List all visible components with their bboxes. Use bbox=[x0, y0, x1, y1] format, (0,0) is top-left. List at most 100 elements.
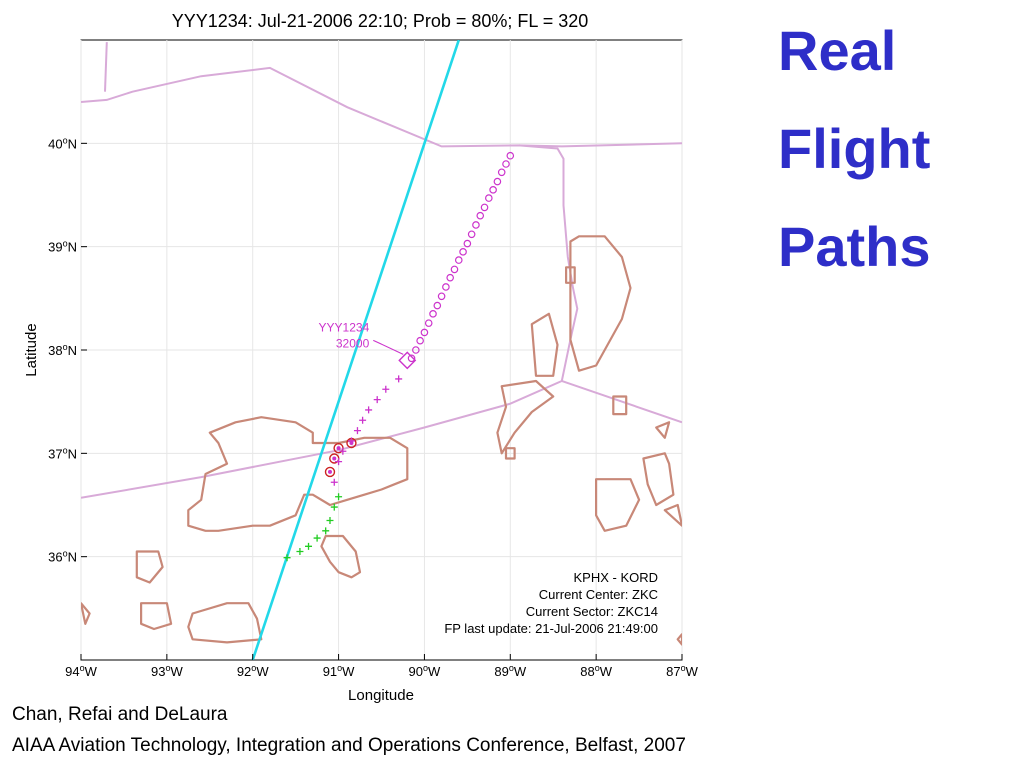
weather-cell-outline bbox=[140, 602, 173, 631]
track-history-plus bbox=[353, 427, 361, 435]
y-axis-label: Latitude bbox=[23, 323, 40, 376]
track-point-circle bbox=[454, 256, 463, 264]
aircraft-diamond-icon bbox=[398, 351, 417, 370]
weather-cell-outline bbox=[594, 478, 641, 532]
track-future-plus bbox=[326, 517, 334, 524]
slide-title-line: Real bbox=[778, 19, 897, 82]
weather-cell-outline bbox=[663, 503, 682, 527]
weather-cell-outline bbox=[504, 447, 516, 460]
aircraft-track bbox=[283, 151, 515, 562]
sector-boundary-line bbox=[104, 42, 108, 92]
track-point-circle bbox=[412, 346, 420, 354]
track-history-plus bbox=[359, 416, 367, 424]
weather-cell-outline bbox=[642, 452, 675, 507]
track-point-circle bbox=[463, 239, 472, 248]
flight-info-line: KPHX - KORD bbox=[573, 570, 658, 585]
axis-tick-labels: 94oW 93oW 92oW 91oW 90oW 89oW 88oW 87oW 36oN 37oN… bbox=[48, 135, 698, 679]
flight-info-line: Current Sector: ZKC14 bbox=[526, 604, 658, 619]
track-history-plus bbox=[395, 375, 403, 383]
track-history-plus bbox=[330, 478, 338, 486]
track-point-circle bbox=[429, 310, 437, 318]
track-point-circle bbox=[493, 177, 502, 186]
track-history-plus bbox=[335, 458, 343, 466]
weather-cell-outline bbox=[569, 235, 632, 372]
track-point-circle bbox=[433, 301, 442, 310]
weather-cell-outline bbox=[676, 633, 682, 646]
weather-cell-outline bbox=[530, 312, 559, 377]
track-point-circle bbox=[506, 151, 515, 160]
y-tick-label: 40oN bbox=[48, 135, 77, 151]
chart-title: YYY1234: Jul-21-2006 22:10; Prob = 80%; … bbox=[172, 11, 589, 31]
track-history-plus bbox=[382, 385, 390, 393]
track-future-plus bbox=[283, 554, 291, 562]
track-point-circle bbox=[446, 273, 454, 282]
x-tick-label: 90oW bbox=[409, 663, 441, 679]
x-tick-label: 93oW bbox=[151, 663, 183, 679]
weather-cell-outline bbox=[496, 379, 555, 455]
flight-path-chart: YYY1234: Jul-21-2006 22:10; Prob = 80%; … bbox=[23, 11, 699, 704]
weather-cell-outline bbox=[187, 602, 263, 644]
track-point-circle bbox=[459, 248, 467, 256]
weather-cell-outline bbox=[564, 266, 576, 284]
track-point-circle bbox=[424, 319, 433, 327]
y-tick-label: 39oN bbox=[48, 239, 77, 255]
track-history-dot bbox=[327, 469, 332, 474]
track-point-circle bbox=[476, 211, 485, 220]
track-point-circle bbox=[420, 328, 429, 337]
x-tick-label: 94oW bbox=[65, 663, 97, 679]
x-tick-label: 88oW bbox=[580, 663, 612, 679]
track-point-circle bbox=[407, 354, 416, 363]
credit-authors: Chan, Refai and DeLaura bbox=[12, 704, 228, 725]
track-history-dot bbox=[332, 456, 337, 461]
track-history-plus bbox=[339, 447, 347, 455]
weather-cell-outline bbox=[655, 421, 671, 439]
track-history-plus bbox=[347, 437, 355, 445]
aircraft-marker-group: YYY1234 32000 bbox=[319, 320, 417, 370]
weather-cell-outline bbox=[135, 550, 164, 584]
track-point-circle bbox=[497, 168, 506, 177]
track-future-plus bbox=[335, 493, 343, 501]
y-tick-label: 36oN bbox=[48, 549, 77, 565]
flight-info-line: FP last update: 21-Jul-2006 21:49:00 bbox=[444, 621, 658, 636]
track-history-circle bbox=[324, 466, 336, 478]
track-history-plus bbox=[373, 396, 381, 404]
y-tick-label: 38oN bbox=[48, 342, 77, 358]
x-tick-label: 92oW bbox=[237, 663, 269, 679]
aircraft-altitude-label: 32000 bbox=[336, 336, 370, 350]
track-future-plus bbox=[322, 527, 330, 535]
track-future-plus bbox=[305, 542, 313, 550]
slide-title: Real Flight Paths bbox=[778, 2, 1018, 296]
slide-title-line: Paths bbox=[778, 215, 931, 278]
weather-cell-outline bbox=[187, 416, 409, 532]
track-point-circle bbox=[450, 265, 459, 274]
track-point-circle bbox=[485, 194, 493, 202]
track-future-plus bbox=[313, 534, 321, 542]
flight-info-box: KPHX - KORD Current Center: ZKC Current Se… bbox=[444, 570, 658, 636]
track-history-plus bbox=[365, 406, 373, 414]
x-tick-label: 89oW bbox=[494, 663, 526, 679]
slide-title-line: Flight bbox=[778, 117, 931, 180]
x-axis-label: Longitude bbox=[348, 687, 414, 704]
track-point-circle bbox=[480, 203, 489, 212]
weather-cell-outline bbox=[81, 602, 91, 625]
x-tick-label: 91oW bbox=[323, 663, 355, 679]
aircraft-callsign-label: YYY1234 bbox=[319, 320, 370, 334]
weather-cell-outline bbox=[612, 395, 628, 416]
track-future-plus bbox=[296, 548, 304, 555]
track-history-dot bbox=[336, 446, 341, 451]
track-point-circle bbox=[489, 186, 497, 194]
track-point-circle bbox=[437, 292, 446, 301]
credit-venue: AIAA Aviation Technology, Integration an… bbox=[12, 735, 686, 756]
track-point-circle bbox=[467, 230, 476, 239]
axis-ticks bbox=[80, 142, 683, 660]
sector-boundary-line bbox=[81, 66, 682, 148]
flight-info-line: Current Center: ZKC bbox=[539, 587, 658, 602]
track-point-circle bbox=[442, 283, 450, 291]
aircraft-leader-line bbox=[373, 339, 404, 355]
weather-cell-outline bbox=[320, 534, 362, 579]
y-tick-label: 37oN bbox=[48, 445, 77, 461]
track-point-circle bbox=[416, 336, 424, 345]
weather-cells bbox=[81, 235, 682, 646]
track-point-circle bbox=[502, 160, 510, 168]
track-point-circle bbox=[472, 221, 480, 229]
